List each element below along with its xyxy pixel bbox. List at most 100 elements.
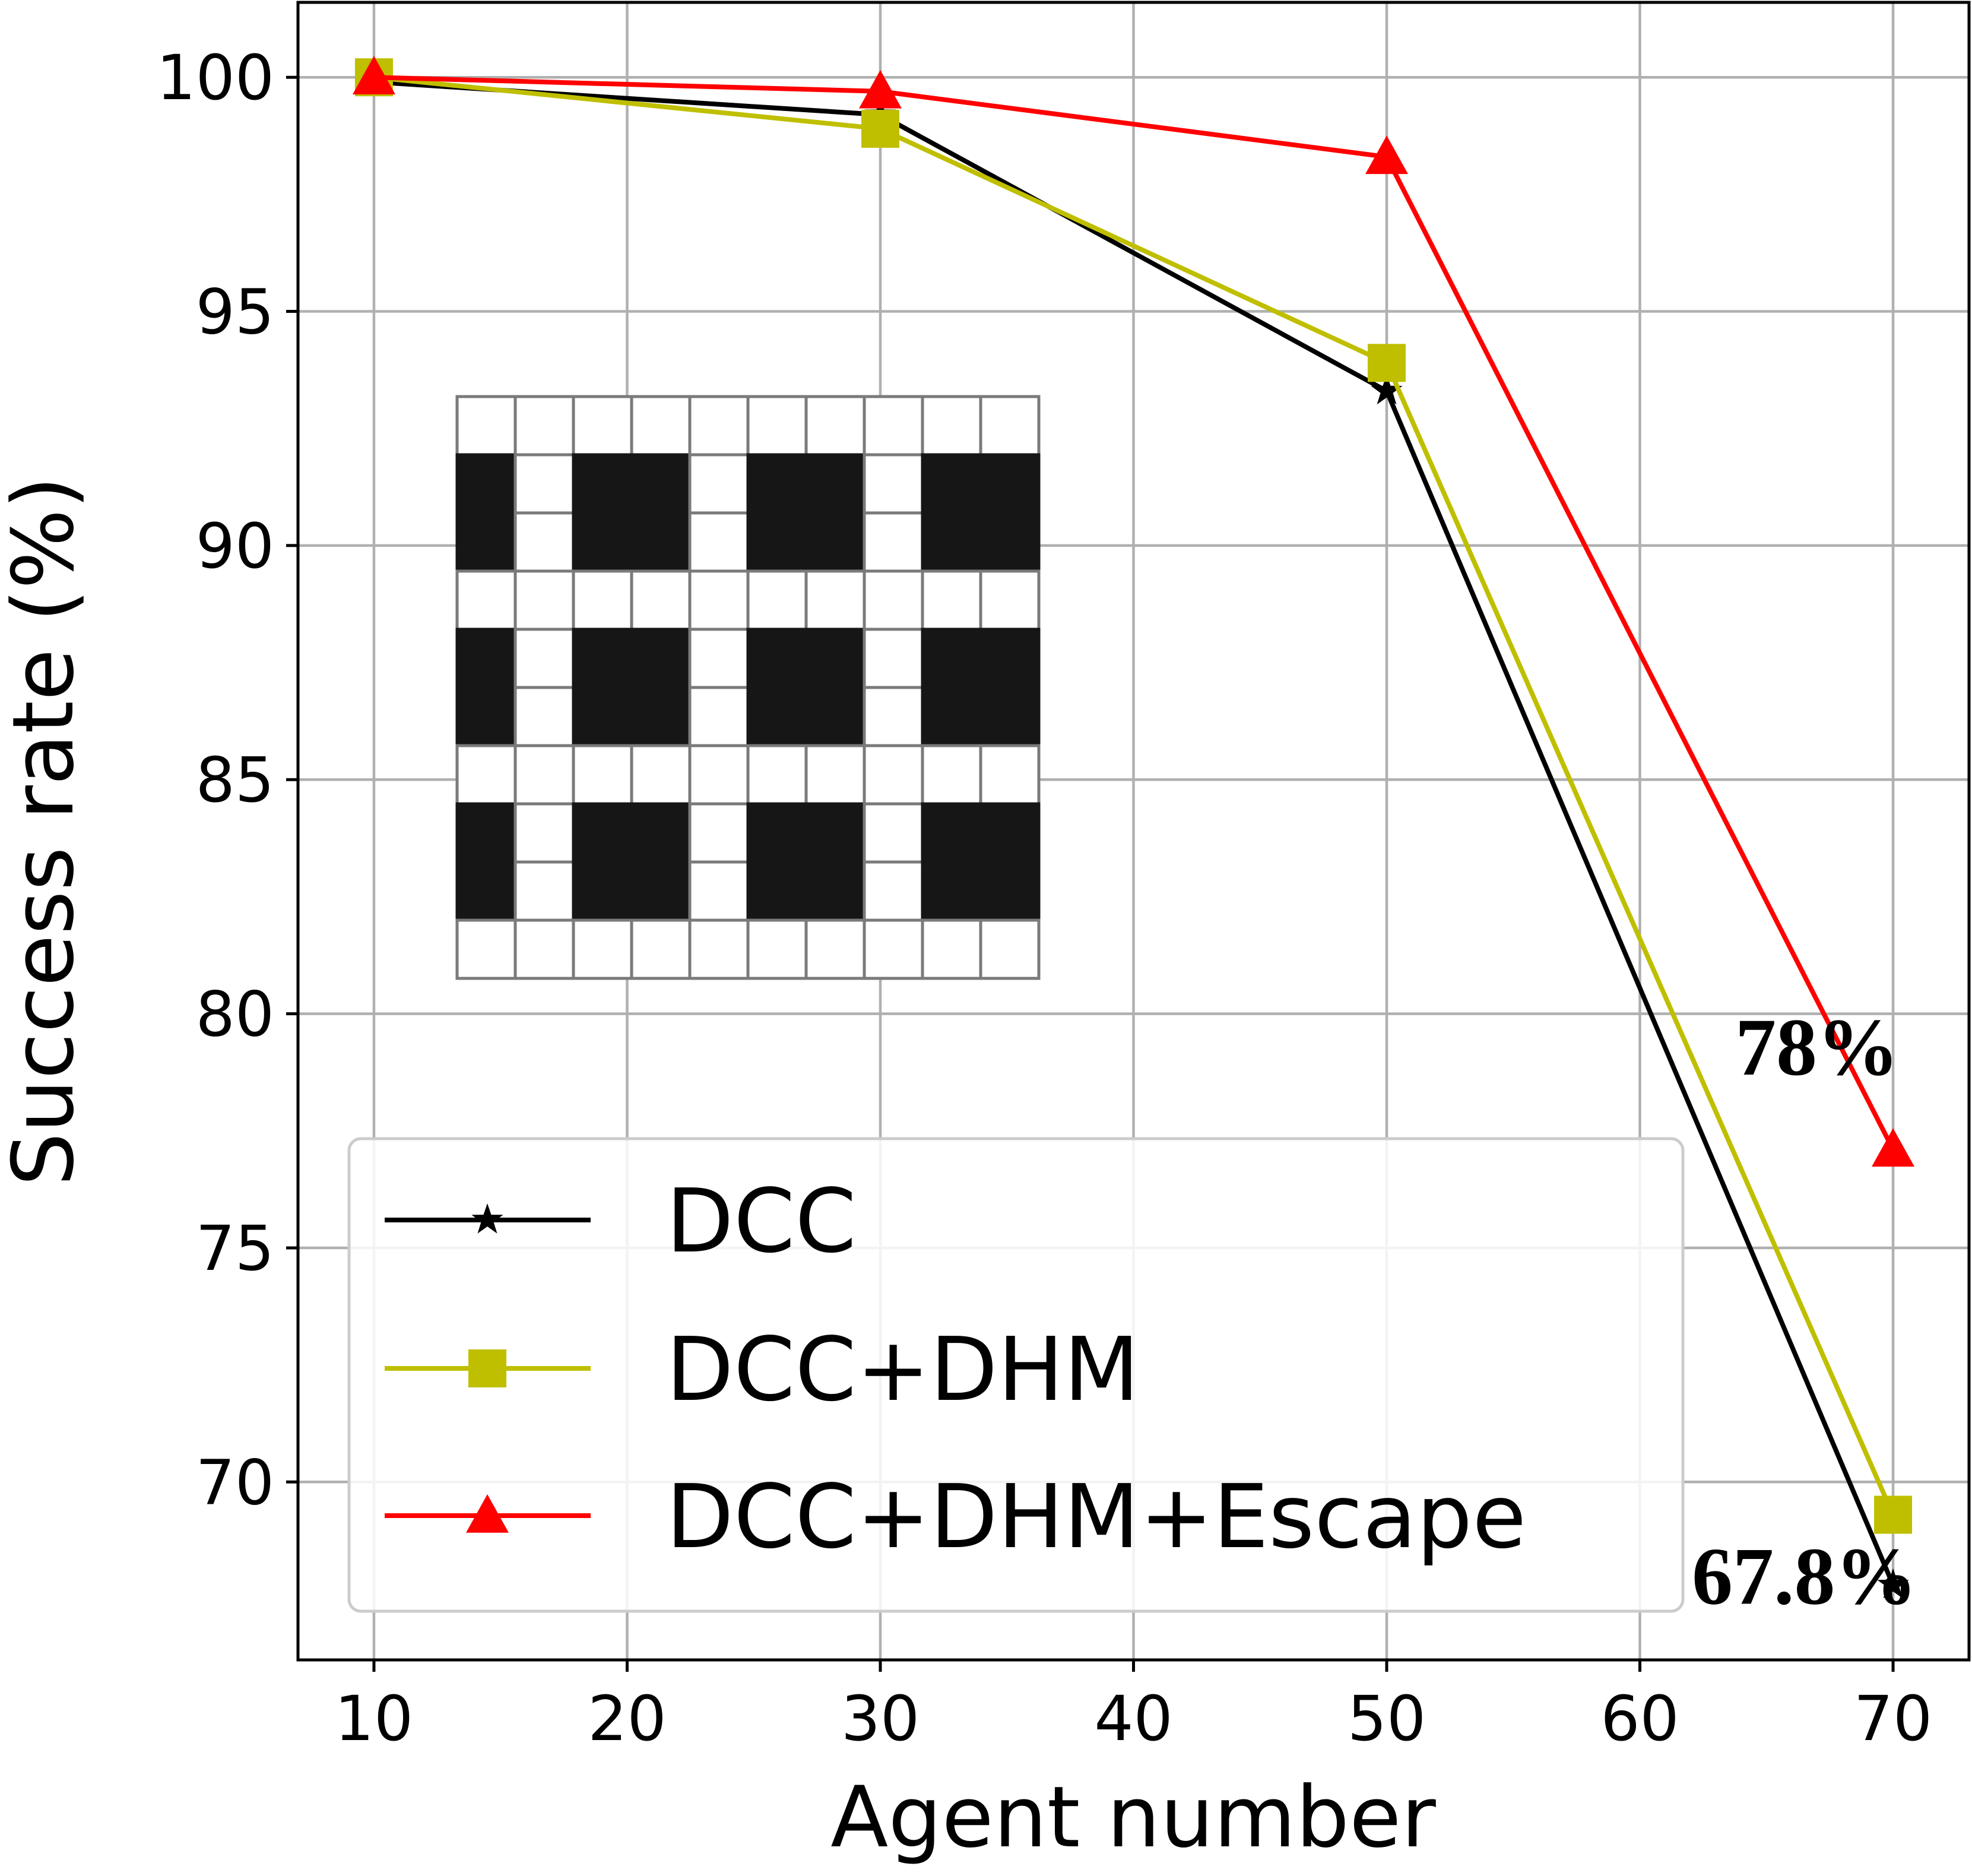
free-cell	[630, 918, 692, 980]
grid-map-inset	[455, 395, 1041, 980]
free-cell	[513, 686, 575, 747]
square-marker	[1874, 1495, 1913, 1534]
x-tick-label: 20	[588, 1682, 666, 1755]
series-dcc-dhm	[354, 58, 1913, 1534]
y-tick-label: 85	[196, 744, 274, 816]
star-marker	[1877, 1568, 1909, 1599]
obstacle-cell	[921, 511, 982, 573]
free-cell	[863, 453, 924, 515]
obstacle-cell	[455, 802, 517, 864]
free-cell	[455, 918, 517, 980]
y-tick-label: 70	[196, 1446, 274, 1519]
obstacle-cell	[746, 628, 808, 689]
axis-ticks: 10 20 30 40 50 60 70 70 75 80 85 90 95 100	[156, 42, 1932, 1755]
free-cell	[921, 395, 982, 457]
free-cell	[513, 802, 575, 864]
obstacle-cell	[921, 686, 982, 747]
square-marker	[1368, 344, 1406, 382]
obstacle-cell	[979, 511, 1041, 573]
obstacle-cell	[572, 453, 633, 515]
x-axis-title: Agent number	[830, 1769, 1436, 1867]
obstacle-cell	[746, 511, 808, 573]
obstacle-cell	[979, 453, 1041, 515]
obstacle-cell	[572, 628, 633, 689]
free-cell	[746, 918, 808, 980]
obstacle-cell	[921, 628, 982, 689]
star-marker	[471, 1203, 503, 1234]
free-cell	[513, 511, 575, 573]
free-cell	[688, 511, 750, 573]
free-cell	[572, 918, 633, 980]
free-cell	[921, 744, 982, 806]
legend: DCC DCC+DHM DCC+DHM+Escape	[347, 1137, 1685, 1613]
free-cell	[455, 569, 517, 631]
free-cell	[513, 628, 575, 689]
x-tick-label: 40	[1094, 1682, 1172, 1755]
obstacle-cell	[572, 686, 633, 747]
free-cell	[921, 918, 982, 980]
free-cell	[804, 395, 866, 457]
free-cell	[630, 744, 692, 806]
obstacle-cell	[979, 860, 1041, 922]
free-cell	[863, 686, 924, 747]
x-tick-label: 30	[841, 1682, 920, 1755]
free-cell	[513, 569, 575, 631]
free-cell	[688, 395, 750, 457]
free-cell	[688, 453, 750, 515]
obstacle-cell	[630, 860, 692, 922]
triangle-marker	[352, 56, 395, 94]
free-cell	[979, 744, 1041, 806]
triangle-marker	[466, 1494, 509, 1533]
x-tick-label: 10	[335, 1682, 413, 1755]
free-cell	[688, 802, 750, 864]
y-tick-label: 75	[196, 1212, 274, 1285]
free-cell	[513, 744, 575, 806]
y-tick-label: 95	[196, 276, 274, 348]
obstacle-cell	[746, 860, 808, 922]
free-cell	[863, 628, 924, 689]
obstacle-cell	[804, 511, 866, 573]
obstacle-cell	[455, 453, 517, 515]
x-tick-label: 50	[1348, 1682, 1426, 1755]
legend-item: DCC	[385, 1170, 857, 1272]
free-cell	[688, 860, 750, 922]
y-tick-label: 90	[196, 510, 274, 582]
free-cell	[804, 744, 866, 806]
obstacle-cell	[746, 453, 808, 515]
value-annotation: 78%	[1735, 1002, 1899, 1092]
triangle-marker	[858, 69, 902, 109]
obstacle-cell	[455, 686, 517, 747]
obstacle-cell	[630, 686, 692, 747]
free-cell	[863, 511, 924, 573]
series-line	[373, 75, 1895, 1516]
obstacle-cell	[572, 511, 633, 573]
obstacle-cell	[804, 802, 866, 864]
series-line	[373, 75, 1895, 1151]
free-cell	[804, 918, 866, 980]
free-cell	[863, 744, 924, 806]
obstacle-cell	[979, 628, 1041, 689]
free-cell	[572, 744, 633, 806]
free-cell	[513, 395, 575, 457]
series-line	[373, 80, 1895, 1586]
obstacle-cell	[746, 686, 808, 747]
obstacle-cell	[630, 453, 692, 515]
x-tick-label: 60	[1600, 1682, 1679, 1755]
x-tick-label: 70	[1854, 1682, 1932, 1755]
y-tick-label: 80	[196, 978, 274, 1051]
free-cell	[746, 744, 808, 806]
free-cell	[688, 744, 750, 806]
legend-item: DCC+DHM+Escape	[385, 1466, 1526, 1568]
free-cell	[513, 453, 575, 515]
annotations: 78% 67.8%	[1692, 1002, 1917, 1621]
legend-item: DCC+DHM	[385, 1319, 1140, 1421]
legend-label: DCC+DHM	[666, 1319, 1140, 1421]
obstacle-cell	[455, 628, 517, 689]
free-cell	[688, 569, 750, 631]
free-cell	[455, 395, 517, 457]
free-cell	[863, 802, 924, 864]
legend-label: DCC	[666, 1170, 857, 1272]
free-cell	[630, 569, 692, 631]
